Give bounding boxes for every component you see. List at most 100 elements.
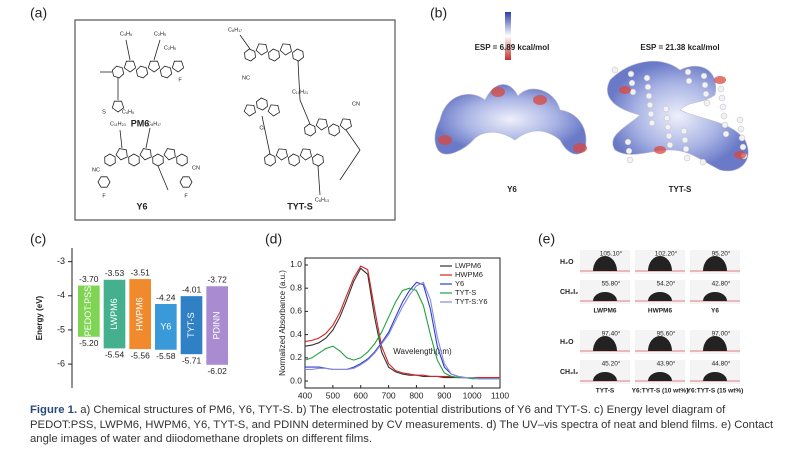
ring [123,60,137,73]
caption-text: a) Chemical structures of PM6, Y6, TYT-S… [30,404,774,445]
bond [317,165,321,196]
legend-label: Y6 [455,279,464,288]
atom-bead [666,141,674,149]
bond [119,129,123,149]
atom-bead [722,130,730,138]
ring [111,100,125,113]
atom-bead [703,99,711,107]
atom-bead [702,90,710,98]
ring [339,118,352,131]
y-tick-label: 0.2 [290,352,302,362]
angle-label: 54.20° [657,280,676,288]
bond [145,127,151,149]
esp-title: ESP = 21.38 kcal/mol [640,43,719,52]
atom-bead [736,116,744,124]
y-tick-label: 0.6 [290,306,302,316]
homo-label: -6.02 [207,366,227,376]
esp-surface [607,60,749,172]
atom-bead [720,112,728,120]
atom-bead [662,105,670,113]
lumo-label: -4.01 [182,284,202,294]
x-axis-label: Wavelength(nm) [393,347,452,356]
plot-frame [304,257,501,389]
film-label: TYT-S [596,388,615,395]
angle-label: 42.80° [712,280,731,288]
substituent: S [102,109,106,115]
substituent: Cl [259,125,264,131]
film-label: Y6 [711,308,719,315]
y-axis-label: Normalized Absorbance (a.u.) [278,270,287,376]
homo-label: -5.20 [79,338,99,348]
droplet [703,292,727,301]
angle-label: 43.90° [657,360,676,368]
ring [328,123,340,137]
angle-label: 105.10° [600,250,623,258]
panel-label: (d) [265,231,282,247]
liquid-label: CH₂I₂ [560,289,578,296]
droplet [593,336,617,351]
atom-bead [646,101,654,109]
atom-bead [738,134,746,142]
atom-bead [737,125,745,133]
substituent: C₁₀H₂₁ [292,89,308,95]
energy-bar [155,304,177,350]
droplet [648,336,672,351]
homo-label: -5.54 [105,350,125,360]
ring [256,97,268,111]
atom-bead [628,79,636,87]
ring [111,65,125,79]
droplet [593,292,617,301]
droplet [648,292,672,301]
esp-panel: ESP = 6.89 kcal/mol ESP = 21.38 kcal/mol Y… [434,12,749,194]
atom-bead [682,145,690,153]
esp-molecule: TYT-S [669,185,692,194]
legend-label: HWPM6 [455,270,483,279]
atom-bead [626,156,634,164]
ring [179,176,193,188]
homo-label: -5.71 [182,355,202,365]
droplet [593,372,617,381]
angle-label: 55.80° [602,280,621,288]
bar-name: PDINN [212,312,222,340]
esp-negative [619,86,631,94]
bar-name: Y6 [160,321,171,331]
atom-bead [624,138,632,146]
atom-bead [648,119,656,127]
lumo-label: -3.53 [105,268,125,278]
esp-negative [654,146,666,154]
ring [176,153,188,167]
atom-bead [643,74,651,82]
y-tick-label: 1.0 [290,259,302,269]
uvvis-chart: 400 500 600 700 800 900 1000 1100 0.0 0.2 0.4 0.6 0.… [278,257,509,400]
substituent: NC [92,167,100,173]
substituent: C₈H₁₇ [147,121,161,127]
angle-label: 45.20° [602,360,621,368]
esp-title: ESP = 6.89 kcal/mol [475,43,550,52]
angle-label: 102.20° [655,250,678,258]
ring [255,43,268,56]
droplet [703,372,727,381]
y-tick-label: -3 [57,256,65,266]
atom-bead [684,68,692,76]
atom-bead [665,132,673,140]
spectrum-line [304,265,500,379]
film-label: LWPM6 [593,308,616,315]
y-tick-label: 0.8 [290,282,302,292]
lumo-label: -3.72 [207,274,227,284]
x-tick-label: 700 [381,390,395,400]
ring [264,153,276,167]
droplet [648,372,672,381]
bar-name: LWPM6 [109,298,119,329]
colorbar [505,12,511,60]
ring [159,65,173,79]
ring [268,48,280,62]
bond [125,39,131,61]
droplet [648,256,672,271]
molecule-label: PM6 [131,118,150,128]
ring [104,153,116,167]
substituent: C₈H₁₇ [228,27,242,33]
energy-bar [103,279,126,349]
x-tick-label: 400 [298,390,312,400]
